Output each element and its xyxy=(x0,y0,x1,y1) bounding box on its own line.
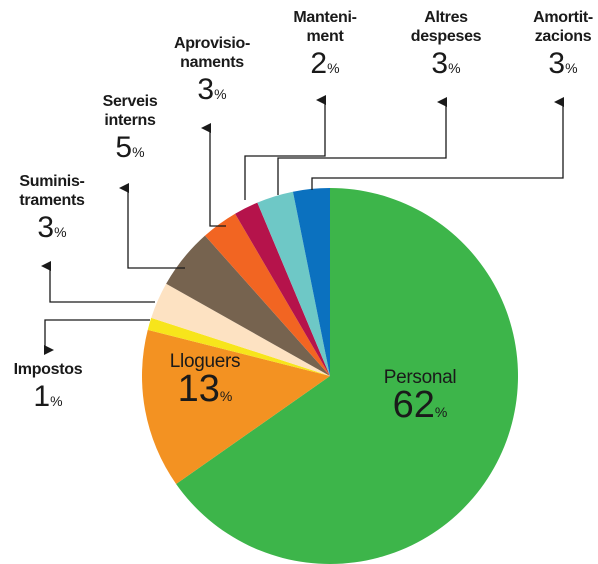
value-number: 2 xyxy=(310,47,328,80)
value-label: 3% xyxy=(411,46,482,87)
pie-slice xyxy=(141,329,330,484)
pie-slice xyxy=(151,283,330,376)
value-unit: % xyxy=(132,144,145,160)
slice-label: Altres despeses 3% xyxy=(411,8,482,87)
slice-label: Suminis- traments 3% xyxy=(19,172,84,251)
pie-slice xyxy=(235,202,330,376)
value-unit: % xyxy=(219,388,233,404)
value-unit: % xyxy=(214,86,227,102)
value-label: 3% xyxy=(19,210,84,251)
slice-label: Impostos 1% xyxy=(14,360,83,420)
slice-label: Amortit- zacions 3% xyxy=(533,8,593,87)
slice-label: Aprovisio- naments 3% xyxy=(174,34,250,113)
value-number: 1 xyxy=(33,380,51,413)
value-label: 3% xyxy=(174,72,250,113)
leader-line xyxy=(41,261,155,303)
slice-label: Serveis interns 5% xyxy=(103,92,158,171)
value-unit: % xyxy=(50,393,63,409)
slice-label: Lloguers 13% xyxy=(169,351,241,415)
value-label: 2% xyxy=(293,46,356,87)
category-name: Personal xyxy=(383,367,457,388)
value-unit: % xyxy=(565,60,578,76)
value-unit: % xyxy=(434,404,448,420)
value-number: 13 xyxy=(177,368,220,410)
slice-label: Personal 62% xyxy=(384,368,457,431)
category-name: Suminis- traments xyxy=(19,173,85,209)
value-label: 5% xyxy=(103,130,158,171)
pie-slice xyxy=(204,213,330,376)
leader-line xyxy=(44,319,150,355)
pie-slice xyxy=(176,188,518,564)
value-number: 5 xyxy=(115,131,133,164)
value-number: 3 xyxy=(37,211,55,244)
pie-slice xyxy=(166,235,330,376)
leader-line xyxy=(311,97,564,190)
value-label: 13% xyxy=(170,368,240,415)
pie-slice xyxy=(257,191,330,376)
category-name: Amortit- zacions xyxy=(533,9,593,45)
leader-line xyxy=(277,97,447,195)
slice-label: Manteni- ment 2% xyxy=(293,8,357,87)
value-label: 1% xyxy=(14,379,83,420)
pie-slice xyxy=(147,317,330,376)
leader-line xyxy=(244,95,326,200)
value-unit: % xyxy=(327,60,340,76)
value-label: 3% xyxy=(533,46,593,87)
value-unit: % xyxy=(448,60,461,76)
leader-line xyxy=(201,123,226,227)
category-name: Impostos xyxy=(13,361,83,378)
value-label: 62% xyxy=(384,384,457,431)
pie-slice xyxy=(292,188,330,376)
leader-line xyxy=(119,183,185,269)
value-number: 3 xyxy=(197,73,215,106)
category-name: Aprovisio- naments xyxy=(173,35,251,71)
category-name: Altres despeses xyxy=(410,9,482,45)
value-number: 62 xyxy=(392,384,435,426)
value-number: 3 xyxy=(431,47,449,80)
value-number: 3 xyxy=(548,47,566,80)
value-unit: % xyxy=(54,224,67,240)
category-name: Lloguers xyxy=(169,351,241,372)
category-name: Serveis interns xyxy=(102,93,158,129)
category-name: Manteni- ment xyxy=(293,9,357,45)
